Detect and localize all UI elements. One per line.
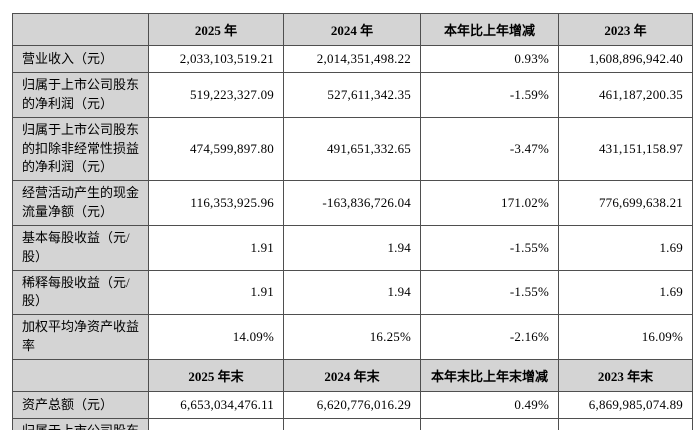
metric-label-cell: 归属于上市公司股东的净资产（元） — [12, 417, 149, 430]
value-cell-2025: 6,653,034,476.11 — [148, 390, 284, 419]
value-cell-2023: 776,699,638.21 — [558, 180, 693, 226]
value-cell-2024: 527,611,342.35 — [283, 72, 421, 118]
table-row-operating-revenue: 营业收入（元） 2,033,103,519.21 2,014,351,498.2… — [12, 45, 693, 73]
value-cell-2023: 1,608,896,942.40 — [558, 45, 693, 73]
value-cell-2024: 1.94 — [283, 224, 421, 271]
financial-summary-table: 2025 年 2024 年 本年比上年增减 2023 年 营业收入（元） 2,0… — [12, 13, 693, 430]
value-cell-change: 0.49% — [420, 390, 559, 419]
table-row-operating-cash-flow: 经营活动产生的现金流量净额（元） 116,353,925.96 -163,836… — [12, 180, 693, 226]
value-cell-2024: 1.94 — [283, 269, 421, 316]
value-cell-2024: -163,836,726.04 — [283, 180, 421, 226]
column-header-2024: 2024 年 — [283, 13, 421, 46]
metric-label-cell: 资产总额（元） — [12, 390, 149, 419]
value-cell-2025: 474,599,897.80 — [148, 116, 284, 182]
corner-header-cell — [12, 358, 149, 392]
value-cell-change: -2.16% — [420, 314, 559, 360]
table-header-row-annual: 2025 年 2024 年 本年比上年增减 2023 年 — [12, 13, 693, 46]
value-cell-change: 171.02% — [420, 180, 559, 226]
metric-label-cell: 基本每股收益（元/股） — [12, 224, 149, 271]
value-cell-2025: 116,353,925.96 — [148, 180, 284, 226]
value-cell-2023: 1.69 — [558, 269, 693, 316]
column-header-2024-end: 2024 年末 — [283, 358, 421, 392]
value-cell-2023: 16.09% — [558, 314, 693, 360]
column-header-2025: 2025 年 — [148, 13, 284, 46]
value-cell-change: -3.47% — [420, 116, 559, 182]
value-cell-2025: 14.09% — [148, 314, 284, 360]
metric-label-cell: 加权平均净资产收益率 — [12, 314, 149, 360]
value-cell-2025: 519,223,327.09 — [148, 72, 284, 118]
value-cell-2024: 3,464,409,546.04 — [283, 417, 421, 430]
value-cell-2023: 461,187,200.35 — [558, 72, 693, 118]
value-cell-2024: 491,651,332.65 — [283, 116, 421, 182]
value-cell-change: -1.59% — [420, 72, 559, 118]
value-cell-2024: 6,620,776,016.29 — [283, 390, 421, 419]
column-header-2023: 2023 年 — [558, 13, 693, 46]
value-cell-2025: 1.91 — [148, 224, 284, 271]
value-cell-2025: 1.91 — [148, 269, 284, 316]
value-cell-2023: 431,151,158.97 — [558, 116, 693, 182]
column-header-2023-end: 2023 年末 — [558, 358, 693, 392]
column-header-end-change: 本年末比上年末增减 — [420, 358, 559, 392]
value-cell-2024: 16.25% — [283, 314, 421, 360]
value-cell-2023: 6,869,985,074.89 — [558, 390, 693, 419]
value-cell-2023: 3,071,945,357.58 — [558, 417, 693, 430]
table-row-basic-eps: 基本每股收益（元/股） 1.91 1.94 -1.55% 1.69 — [12, 224, 693, 271]
metric-label-cell: 经营活动产生的现金流量净额（元） — [12, 180, 149, 226]
value-cell-change: -1.55% — [420, 224, 559, 271]
value-cell-change: -1.55% — [420, 269, 559, 316]
table-row-net-profit-excl-nonrecurring: 归属于上市公司股东的扣除非经常性损益的净利润（元） 474,599,897.80… — [12, 116, 693, 182]
value-cell-2025: 2,033,103,519.21 — [148, 45, 284, 73]
table-row-total-assets: 资产总额（元） 6,653,034,476.11 6,620,776,016.2… — [12, 390, 693, 419]
metric-label-cell: 归属于上市公司股东的净利润（元） — [12, 72, 149, 118]
value-cell-change: 0.93% — [420, 45, 559, 73]
value-cell-2025: 3,918,334,549.67 — [148, 417, 284, 430]
metric-label-cell: 稀释每股收益（元/股） — [12, 269, 149, 316]
table-row-weighted-avg-roe: 加权平均净资产收益率 14.09% 16.25% -2.16% 16.09% — [12, 314, 693, 360]
value-cell-2023: 1.69 — [558, 224, 693, 271]
table-row-net-profit: 归属于上市公司股东的净利润（元） 519,223,327.09 527,611,… — [12, 72, 693, 118]
column-header-2025-end: 2025 年末 — [148, 358, 284, 392]
table-row-diluted-eps: 稀释每股收益（元/股） 1.91 1.94 -1.55% 1.69 — [12, 269, 693, 316]
table-header-row-period-end: 2025 年末 2024 年末 本年末比上年末增减 2023 年末 — [12, 358, 693, 392]
table-row-net-assets: 归属于上市公司股东的净资产（元） 3,918,334,549.67 3,464,… — [12, 417, 693, 430]
corner-header-cell — [12, 13, 149, 46]
metric-label-cell: 营业收入（元） — [12, 45, 149, 73]
column-header-yoy-change: 本年比上年增减 — [420, 13, 559, 46]
metric-label-cell: 归属于上市公司股东的扣除非经常性损益的净利润（元） — [12, 116, 149, 182]
value-cell-2024: 2,014,351,498.22 — [283, 45, 421, 73]
value-cell-change: 13.10% — [420, 417, 559, 430]
